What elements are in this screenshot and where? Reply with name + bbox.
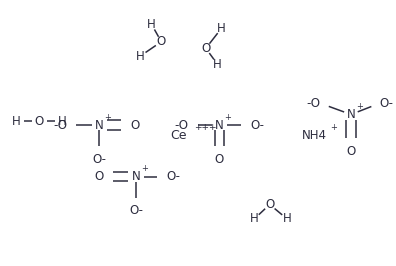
Text: N: N <box>215 119 224 132</box>
Text: +: + <box>105 113 111 122</box>
Text: O: O <box>201 42 210 55</box>
Text: O: O <box>157 35 166 48</box>
Text: N: N <box>132 170 141 183</box>
Text: -O: -O <box>175 119 189 132</box>
Text: +: + <box>141 164 148 173</box>
Text: N: N <box>95 119 104 132</box>
Text: H: H <box>213 58 222 71</box>
Text: O-: O- <box>167 170 181 183</box>
Text: NH4: NH4 <box>302 129 327 142</box>
Text: +: + <box>225 113 231 122</box>
Text: O-: O- <box>250 119 264 132</box>
Text: O-: O- <box>380 97 394 110</box>
Text: N: N <box>346 108 355 121</box>
Text: O: O <box>94 170 104 183</box>
Text: H: H <box>147 18 156 31</box>
Text: Ce: Ce <box>171 129 187 142</box>
Text: H: H <box>136 50 145 63</box>
Text: H: H <box>217 22 226 35</box>
Text: O-: O- <box>92 153 107 165</box>
Text: O: O <box>346 145 356 158</box>
Text: H: H <box>58 115 67 128</box>
Text: -O: -O <box>307 97 320 110</box>
Text: O: O <box>265 198 274 211</box>
Text: O: O <box>130 119 139 132</box>
Text: H: H <box>283 213 291 226</box>
Text: H: H <box>250 213 259 226</box>
Text: O: O <box>35 115 44 128</box>
Text: -O: -O <box>53 119 67 132</box>
Text: +++: +++ <box>194 123 217 132</box>
Text: +: + <box>330 123 337 132</box>
Text: +: + <box>356 102 363 111</box>
Text: H: H <box>12 115 21 128</box>
Text: O-: O- <box>129 204 143 217</box>
Text: O: O <box>215 153 224 165</box>
